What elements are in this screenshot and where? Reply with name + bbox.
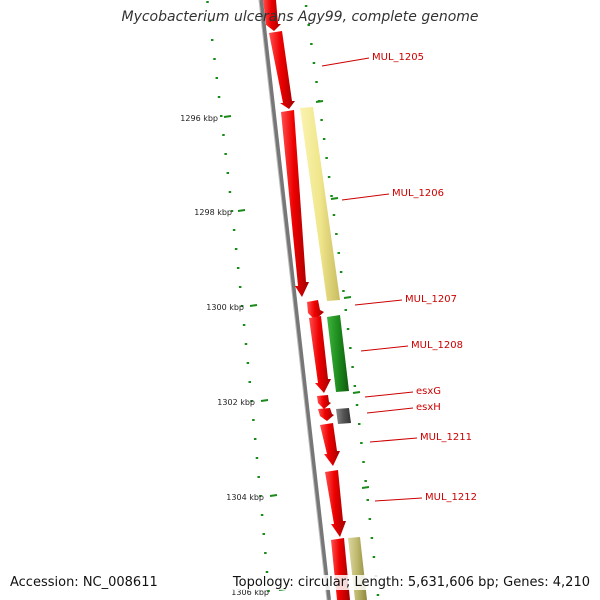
major-tick bbox=[260, 399, 269, 402]
gene-MUL_1208 bbox=[327, 315, 349, 392]
gene-label-MUL_1206: MUL_1206 bbox=[392, 188, 444, 199]
major-tick bbox=[249, 304, 258, 307]
genome-backbone-highlight bbox=[258, 0, 328, 600]
gene-forward bbox=[331, 538, 350, 600]
leader-line bbox=[354, 299, 403, 306]
gene-label-MUL_1207: MUL_1207 bbox=[405, 294, 457, 305]
gene-label-MUL_1211: MUL_1211 bbox=[420, 432, 472, 443]
major-tick-inner bbox=[361, 486, 370, 489]
major-tick-inner bbox=[330, 197, 339, 200]
leader-line bbox=[366, 407, 414, 414]
leader-line bbox=[374, 497, 423, 502]
gene-forward bbox=[263, 0, 281, 31]
major-tick-inner bbox=[343, 296, 352, 299]
genome-summary-text: Topology: circular; Length: 5,631,606 bp… bbox=[230, 575, 592, 590]
gene-label-leaders bbox=[321, 57, 423, 502]
major-tick bbox=[237, 209, 246, 212]
gene-forward bbox=[307, 300, 324, 320]
tick-label: 1306 kbp bbox=[231, 588, 269, 597]
gene-label-esxH: esxH bbox=[416, 402, 441, 413]
gene-forward bbox=[320, 423, 340, 466]
gene-esxH bbox=[336, 408, 351, 424]
gene-forward bbox=[317, 395, 331, 409]
tick-label: 1304 kbp bbox=[226, 493, 264, 502]
leader-line bbox=[364, 391, 414, 398]
tick-labels: 1296 kbp 1298 kbp 1300 kbp 1302 kbp 1304… bbox=[180, 114, 269, 597]
minor-ticks bbox=[206, 1, 380, 596]
major-tick-inner bbox=[352, 391, 361, 394]
gene-forward bbox=[318, 408, 334, 421]
gene-label-MUL_1205: MUL_1205 bbox=[372, 52, 424, 63]
accession-text: Accession: NC_008611 bbox=[8, 575, 160, 590]
gene-forward bbox=[269, 31, 295, 109]
tick-label: 1298 kbp bbox=[194, 208, 232, 217]
leader-line bbox=[321, 57, 370, 67]
major-tick bbox=[223, 115, 232, 118]
gene-MUL_1206 bbox=[300, 107, 340, 301]
gene-forward bbox=[325, 470, 346, 537]
genome-backbone bbox=[259, 0, 331, 600]
gene-reverse-khaki bbox=[348, 537, 367, 600]
map-title: Mycobacterium ulcerans Agy99, complete g… bbox=[121, 9, 479, 25]
gene-labels: MUL_1205 MUL_1206 MUL_1207 MUL_1208 esxG… bbox=[372, 52, 477, 503]
major-tick-inner bbox=[315, 100, 324, 103]
major-tick bbox=[269, 494, 278, 497]
leader-line bbox=[369, 437, 418, 443]
gene-forward bbox=[281, 110, 309, 297]
tick-label: 1302 kbp bbox=[217, 398, 255, 407]
gene-label-esxG: esxG bbox=[416, 386, 441, 397]
gene-label-MUL_1208: MUL_1208 bbox=[411, 340, 463, 351]
leader-line bbox=[360, 345, 409, 352]
leader-line bbox=[341, 193, 390, 201]
gene-forward bbox=[309, 316, 331, 393]
tick-label: 1300 kbp bbox=[206, 303, 244, 312]
tick-label: 1296 kbp bbox=[180, 114, 218, 123]
gene-label-MUL_1212: MUL_1212 bbox=[425, 492, 477, 503]
